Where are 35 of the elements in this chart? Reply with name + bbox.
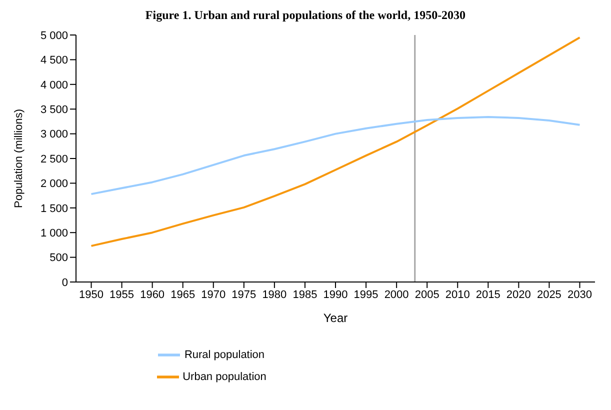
y-tick-label: 0 <box>62 276 68 289</box>
x-tick-label: 1980 <box>262 288 287 301</box>
y-tick-label: 3 500 <box>40 104 68 116</box>
y-tick-label: 4 500 <box>40 54 68 67</box>
x-tick-label: 2020 <box>506 288 531 301</box>
chart-title: Figure 1. Urban and rural populations of the world, 1950-2030 <box>144 8 467 23</box>
y-axis-title: Population (millions) <box>12 108 25 208</box>
x-tick-label: 2000 <box>384 288 409 301</box>
x-tick-label: 1990 <box>323 288 348 301</box>
x-tick-label: 1965 <box>170 288 196 301</box>
x-tick-label: 1985 <box>292 288 318 301</box>
x-tick-label: 1975 <box>232 288 256 301</box>
x-tick-label: 2010 <box>445 288 470 301</box>
x-tick-label: 2005 <box>414 288 440 301</box>
y-tick-label: 4 000 <box>40 79 68 92</box>
legend-label: Urban population <box>182 370 266 383</box>
x-tick-label: 1955 <box>110 288 134 301</box>
x-tick-label: 2015 <box>476 288 500 301</box>
y-tick-label: 3 000 <box>40 128 68 141</box>
x-tick-label: 1995 <box>354 288 378 301</box>
x-tick-label: 2030 <box>567 288 592 301</box>
x-axis-title: Year <box>323 311 348 325</box>
x-tick-label: 1970 <box>201 288 226 301</box>
legend-label: Rural population <box>184 348 265 361</box>
x-tick-label: 1960 <box>140 288 165 301</box>
x-tick-label: 1950 <box>79 288 104 301</box>
line-series <box>90 116 581 196</box>
y-tick-label: 5 000 <box>40 30 68 42</box>
x-tick-label: 2025 <box>536 288 562 301</box>
line-series <box>90 36 581 247</box>
y-tick-label: 1 000 <box>40 228 68 240</box>
y-tick-label: 2 000 <box>40 178 68 190</box>
y-tick-label: 500 <box>50 252 68 264</box>
y-tick-label: 1 500 <box>40 202 68 215</box>
y-tick-label: 2 500 <box>40 153 68 166</box>
